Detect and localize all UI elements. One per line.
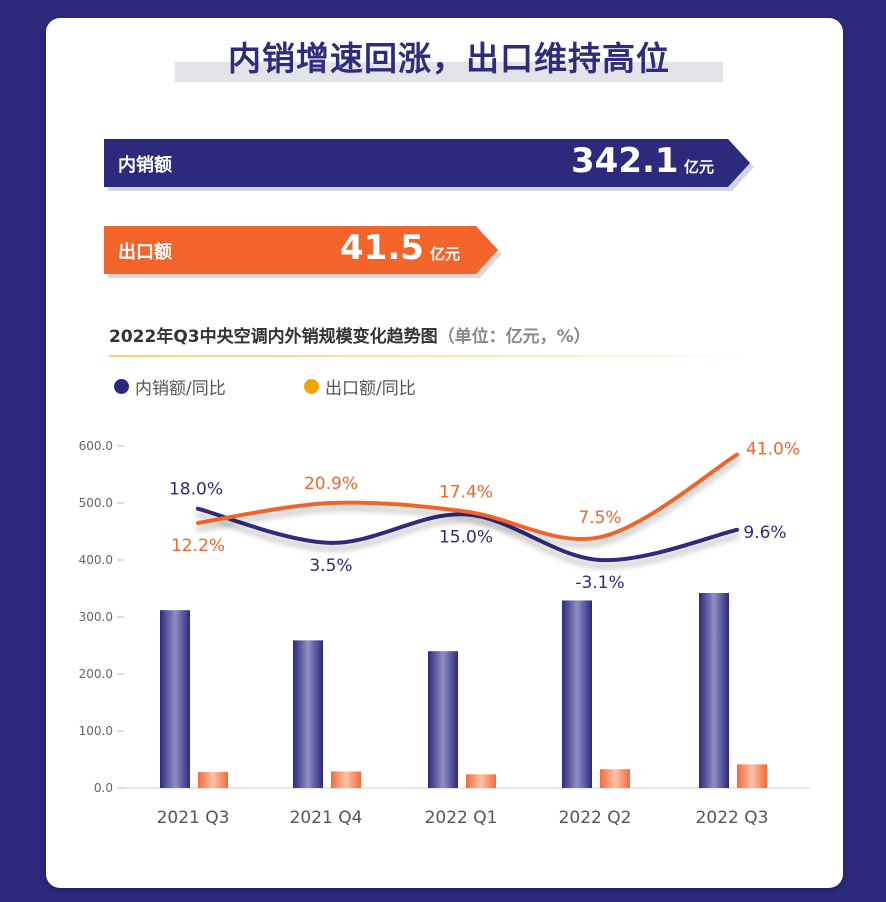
export-sales-banner: 出口额 41.5 亿元: [104, 224, 504, 282]
legend-export: 出口额/同比: [304, 374, 416, 399]
x-tick-label: 2022 Q1: [425, 808, 498, 828]
bar-domestic: [428, 651, 458, 788]
domestic-sales-banner: 内销额 342.1 亿元: [104, 137, 754, 195]
y-tick-label: 400.0: [79, 553, 113, 567]
bar-domestic: [699, 593, 729, 788]
bar-export: [600, 769, 630, 788]
export-growth-label: 7.5%: [578, 508, 621, 528]
domestic-growth-label: -3.1%: [575, 573, 624, 593]
x-tick-label: 2021 Q4: [290, 808, 363, 828]
bar-domestic: [160, 610, 190, 788]
y-tick-label: 200.0: [79, 667, 113, 681]
domestic-growth-label: 9.6%: [743, 523, 786, 543]
chart-unit-text: （单位：亿元，%）: [437, 327, 591, 347]
domestic-sales-value: 342.1: [571, 141, 679, 181]
title-block: 内销增速回涨，出口维持高位: [175, 22, 723, 82]
domestic-growth-label: 3.5%: [309, 556, 352, 576]
export-sales-label: 出口额: [118, 242, 172, 263]
export-growth-line: [196, 452, 739, 542]
bar-export: [198, 772, 228, 788]
x-tick-label: 2022 Q3: [696, 808, 769, 828]
bar-domestic: [293, 640, 323, 788]
domestic-growth-line: [196, 506, 739, 563]
y-tick-label: 300.0: [79, 610, 113, 624]
domestic-growth-label: 15.0%: [439, 527, 493, 547]
export-sales-value: 41.5: [340, 228, 424, 268]
chart-title-text: 2022年Q3中央空调内外销规模变化趋势图: [109, 327, 438, 347]
legend-label-domestic: 内销额/同比: [135, 379, 226, 399]
domestic-sales-unit: 亿元: [684, 158, 715, 176]
y-tick-label: 0.0: [94, 781, 113, 795]
export-growth-label: 17.4%: [439, 483, 493, 503]
export-growth-label: 20.9%: [304, 474, 358, 494]
y-tick-label: 600.0: [79, 439, 113, 453]
legend-dot-export: [304, 379, 319, 394]
bar-export: [331, 771, 361, 788]
bar-domestic: [562, 600, 592, 788]
legend-label-export: 出口额/同比: [325, 379, 416, 399]
bar-export: [737, 764, 767, 788]
legend-domestic: 内销额/同比: [114, 374, 226, 399]
y-tick-label: 100.0: [79, 724, 113, 738]
domestic-sales-label: 内销额: [118, 155, 172, 176]
domestic-banner-shape: [104, 139, 754, 191]
export-growth-label: 12.2%: [171, 536, 225, 556]
chart-title: 2022年Q3中央空调内外销规模变化趋势图（单位：亿元，%）: [109, 322, 591, 347]
domestic-growth-label: 18.0%: [169, 480, 223, 500]
bar-export: [466, 774, 496, 788]
title-highlight: [175, 62, 723, 82]
export-banner-shape: [104, 226, 502, 278]
page-title: 内销增速回涨，出口维持高位: [228, 39, 670, 78]
x-tick-label: 2022 Q2: [559, 808, 632, 828]
export-growth-label: 41.0%: [746, 440, 800, 460]
legend-dot-domestic: [114, 379, 129, 394]
x-tick-label: 2021 Q3: [157, 808, 230, 828]
y-tick-label: 500.0: [79, 496, 113, 510]
export-sales-unit: 亿元: [430, 245, 461, 263]
chart-title-underline: [109, 355, 749, 357]
